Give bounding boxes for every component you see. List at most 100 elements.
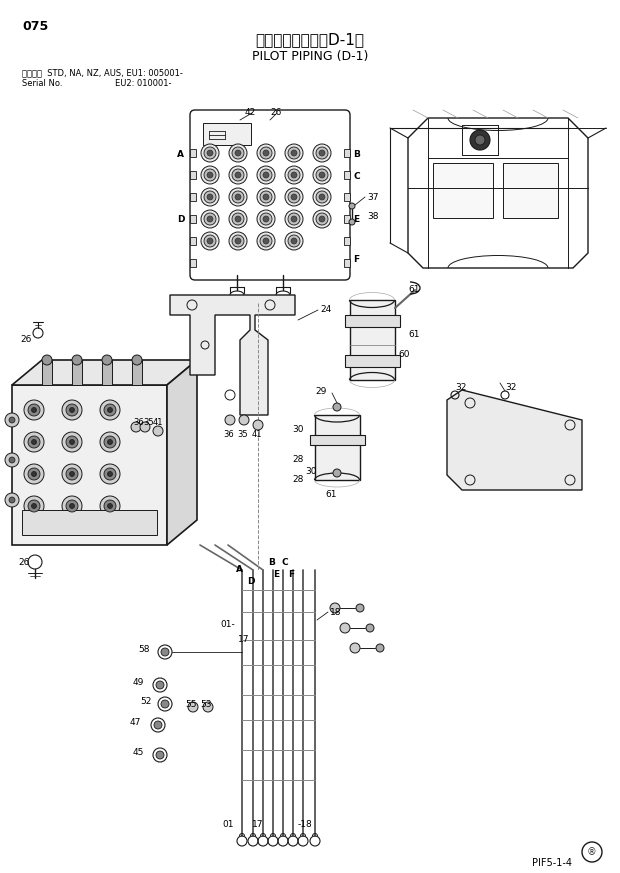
Circle shape — [349, 203, 355, 209]
Circle shape — [207, 238, 213, 244]
Circle shape — [285, 166, 303, 184]
Circle shape — [32, 439, 37, 444]
Bar — [433, 163, 493, 218]
Bar — [190, 149, 196, 157]
Circle shape — [235, 194, 241, 200]
Circle shape — [257, 232, 275, 250]
Circle shape — [201, 210, 219, 228]
Circle shape — [263, 150, 269, 156]
Text: 49: 49 — [133, 678, 144, 687]
Circle shape — [156, 681, 164, 689]
Circle shape — [204, 213, 216, 225]
Circle shape — [229, 232, 247, 250]
Circle shape — [232, 169, 244, 181]
Circle shape — [229, 144, 247, 162]
Circle shape — [24, 464, 44, 484]
Text: 37: 37 — [367, 193, 378, 202]
Circle shape — [285, 188, 303, 206]
Text: F: F — [353, 255, 359, 264]
Circle shape — [132, 355, 142, 365]
Text: 61: 61 — [408, 285, 420, 294]
Text: 60: 60 — [398, 350, 409, 359]
Circle shape — [154, 721, 162, 729]
Circle shape — [28, 500, 40, 512]
Circle shape — [257, 144, 275, 162]
Circle shape — [72, 355, 82, 365]
Circle shape — [263, 238, 269, 244]
Circle shape — [204, 147, 216, 159]
Text: 58: 58 — [138, 645, 149, 654]
Circle shape — [107, 504, 112, 508]
Text: 36: 36 — [133, 418, 144, 427]
Circle shape — [316, 169, 328, 181]
Circle shape — [107, 471, 112, 477]
Polygon shape — [12, 360, 197, 385]
Bar — [190, 259, 196, 267]
Text: E: E — [353, 215, 359, 224]
FancyBboxPatch shape — [190, 110, 350, 280]
Text: D: D — [247, 577, 254, 586]
Text: A: A — [236, 565, 243, 574]
Text: 55: 55 — [185, 700, 197, 709]
Circle shape — [349, 219, 355, 225]
Circle shape — [100, 400, 120, 420]
Circle shape — [257, 210, 275, 228]
Circle shape — [263, 216, 269, 222]
Text: ®: ® — [587, 847, 597, 857]
Circle shape — [100, 496, 120, 516]
Circle shape — [161, 648, 169, 656]
Circle shape — [313, 210, 331, 228]
Text: 42: 42 — [245, 108, 256, 117]
Circle shape — [204, 191, 216, 203]
Circle shape — [204, 235, 216, 247]
Circle shape — [319, 194, 325, 200]
Text: C: C — [353, 172, 360, 181]
Text: 26: 26 — [18, 558, 29, 567]
Circle shape — [9, 497, 15, 503]
Circle shape — [131, 422, 141, 432]
Text: 61: 61 — [325, 490, 337, 499]
Circle shape — [28, 404, 40, 416]
Text: 53: 53 — [200, 700, 211, 709]
Text: 41: 41 — [153, 418, 164, 427]
Text: F: F — [288, 570, 294, 579]
Text: 01-: 01- — [220, 620, 235, 629]
Polygon shape — [447, 390, 582, 490]
Circle shape — [69, 408, 74, 413]
Circle shape — [62, 400, 82, 420]
Circle shape — [260, 147, 272, 159]
Circle shape — [104, 436, 116, 448]
Circle shape — [32, 408, 37, 413]
Circle shape — [253, 420, 263, 430]
Circle shape — [288, 191, 300, 203]
Circle shape — [5, 413, 19, 427]
Circle shape — [140, 422, 150, 432]
Circle shape — [207, 172, 213, 178]
Text: 61: 61 — [408, 330, 420, 339]
Circle shape — [201, 166, 219, 184]
Circle shape — [32, 504, 37, 508]
Circle shape — [257, 166, 275, 184]
Circle shape — [28, 468, 40, 480]
Circle shape — [207, 216, 213, 222]
Bar — [345, 315, 400, 327]
Bar — [190, 237, 196, 245]
Circle shape — [9, 417, 15, 423]
Polygon shape — [170, 295, 295, 415]
Circle shape — [104, 500, 116, 512]
Text: 075: 075 — [22, 20, 48, 33]
Bar — [190, 215, 196, 223]
Text: 01: 01 — [222, 820, 234, 829]
Circle shape — [319, 216, 325, 222]
Circle shape — [313, 144, 331, 162]
Circle shape — [66, 500, 78, 512]
Circle shape — [260, 235, 272, 247]
Bar — [102, 360, 112, 385]
Bar — [503, 163, 558, 218]
Circle shape — [66, 468, 78, 480]
Circle shape — [161, 700, 169, 708]
Circle shape — [291, 194, 297, 200]
Circle shape — [313, 188, 331, 206]
Circle shape — [107, 408, 112, 413]
Text: 52: 52 — [140, 697, 151, 706]
